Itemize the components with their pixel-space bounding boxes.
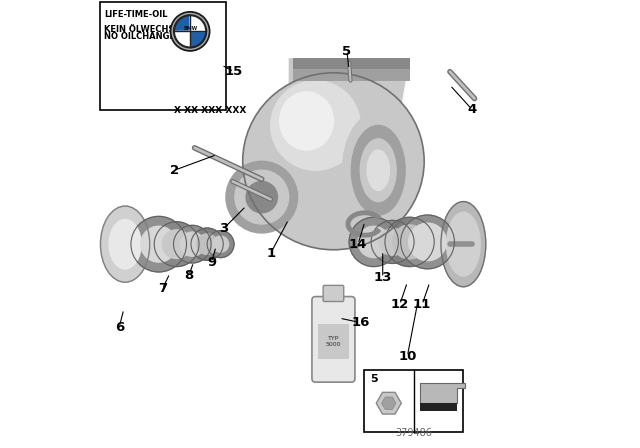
Circle shape bbox=[392, 225, 427, 259]
Circle shape bbox=[409, 223, 446, 261]
Text: 5: 5 bbox=[342, 45, 351, 58]
Circle shape bbox=[207, 231, 234, 258]
Text: 4: 4 bbox=[468, 103, 477, 116]
Text: 7: 7 bbox=[157, 282, 167, 296]
Circle shape bbox=[197, 234, 218, 254]
Text: KEIN ÖLWECHSEL: KEIN ÖLWECHSEL bbox=[104, 25, 186, 34]
Circle shape bbox=[163, 230, 191, 258]
Polygon shape bbox=[289, 58, 410, 161]
Text: 6: 6 bbox=[115, 320, 124, 334]
Circle shape bbox=[172, 13, 208, 49]
Circle shape bbox=[358, 226, 389, 258]
Circle shape bbox=[246, 181, 278, 213]
Circle shape bbox=[385, 217, 434, 267]
Circle shape bbox=[349, 217, 398, 267]
Text: 2: 2 bbox=[170, 164, 179, 177]
Circle shape bbox=[191, 228, 223, 260]
Wedge shape bbox=[190, 15, 206, 31]
Ellipse shape bbox=[351, 125, 405, 215]
FancyBboxPatch shape bbox=[323, 285, 344, 302]
Circle shape bbox=[170, 12, 210, 51]
Bar bbox=[420, 404, 457, 411]
Text: 3: 3 bbox=[219, 222, 228, 235]
Text: 379486: 379486 bbox=[395, 428, 432, 438]
Wedge shape bbox=[174, 31, 190, 47]
Circle shape bbox=[371, 220, 414, 263]
Wedge shape bbox=[174, 15, 190, 31]
Text: 14: 14 bbox=[349, 237, 367, 251]
Bar bbox=[364, 370, 463, 432]
Ellipse shape bbox=[100, 206, 150, 282]
Bar bbox=[100, 2, 226, 110]
Text: 9: 9 bbox=[207, 255, 216, 269]
Text: 5: 5 bbox=[371, 374, 378, 384]
Circle shape bbox=[173, 225, 211, 263]
Ellipse shape bbox=[360, 139, 396, 202]
Text: 13: 13 bbox=[374, 271, 392, 284]
Ellipse shape bbox=[342, 112, 414, 228]
Circle shape bbox=[131, 216, 186, 272]
Ellipse shape bbox=[280, 92, 333, 150]
Circle shape bbox=[235, 170, 289, 224]
Bar bbox=[317, 323, 349, 359]
Polygon shape bbox=[420, 383, 465, 404]
Ellipse shape bbox=[367, 150, 390, 190]
Ellipse shape bbox=[441, 202, 486, 287]
Text: 8: 8 bbox=[184, 269, 193, 282]
Ellipse shape bbox=[447, 212, 480, 276]
Text: NO OILCHANGE: NO OILCHANGE bbox=[104, 32, 175, 41]
Text: TYP
5000: TYP 5000 bbox=[326, 336, 341, 347]
Wedge shape bbox=[190, 31, 206, 47]
Text: 11: 11 bbox=[413, 298, 431, 311]
Circle shape bbox=[226, 161, 298, 233]
Circle shape bbox=[379, 228, 406, 255]
FancyBboxPatch shape bbox=[312, 297, 355, 382]
Text: 10: 10 bbox=[398, 349, 417, 363]
Polygon shape bbox=[293, 58, 410, 81]
Text: LIFE-TIME-OIL: LIFE-TIME-OIL bbox=[104, 10, 168, 19]
Polygon shape bbox=[293, 58, 410, 69]
Text: 16: 16 bbox=[351, 316, 369, 329]
Text: X XX XXX XXX: X XX XXX XXX bbox=[174, 106, 247, 115]
Text: 15: 15 bbox=[225, 65, 243, 78]
Ellipse shape bbox=[271, 81, 360, 170]
Circle shape bbox=[401, 215, 454, 269]
Text: BMW: BMW bbox=[183, 26, 197, 31]
Circle shape bbox=[180, 232, 204, 256]
Ellipse shape bbox=[109, 220, 141, 269]
Circle shape bbox=[141, 226, 177, 262]
Ellipse shape bbox=[244, 74, 423, 249]
Circle shape bbox=[212, 236, 228, 252]
Text: 1: 1 bbox=[266, 246, 275, 260]
Text: 12: 12 bbox=[390, 298, 409, 311]
Circle shape bbox=[154, 222, 199, 267]
